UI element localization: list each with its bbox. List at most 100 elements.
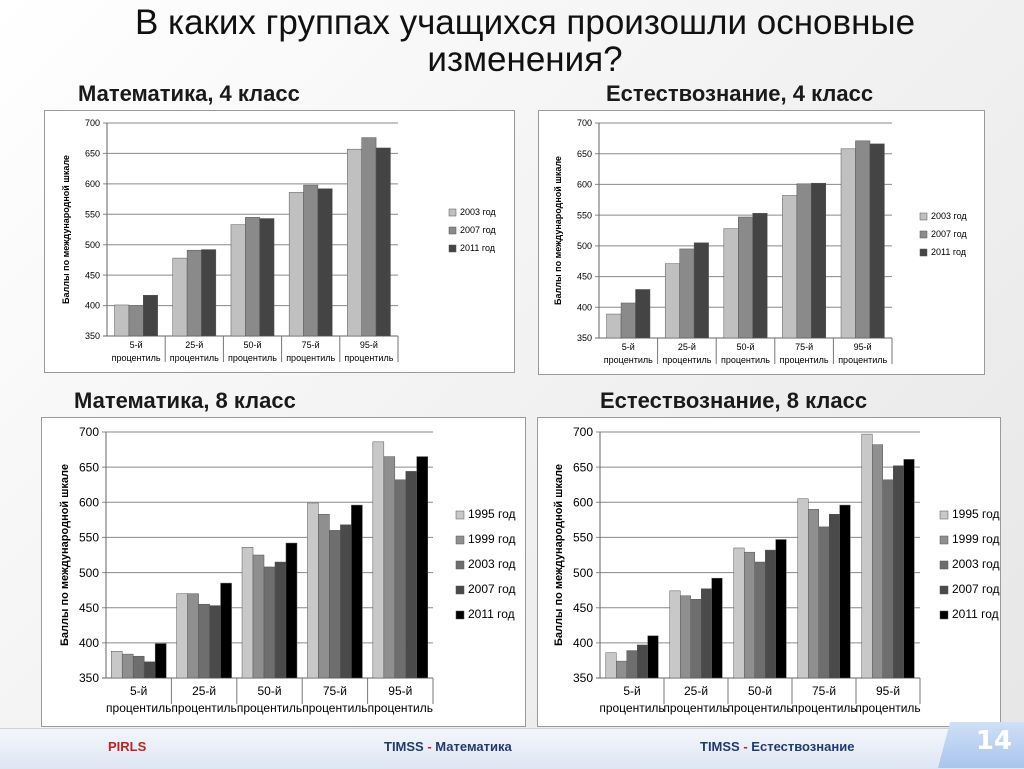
y-tick-label: 400: [577, 302, 592, 312]
legend-swatch: [455, 535, 465, 545]
legend-label: 2011 год: [468, 607, 515, 621]
bar: [754, 561, 766, 679]
page-number: 14: [975, 726, 1012, 756]
y-tick-label: 550: [85, 209, 100, 219]
y-axis-label: Баллы по международной шкале: [61, 155, 71, 304]
bar: [606, 313, 622, 339]
y-tick-label: 700: [573, 425, 593, 439]
footer-science-separator: -: [739, 739, 752, 754]
x-tick-label: процентиль: [368, 701, 433, 715]
legend-swatch: [455, 610, 465, 620]
bar: [143, 294, 158, 337]
page-title-line1: В каких группах учащихся произошли основ…: [134, 3, 916, 42]
legend-label: 2003 год: [931, 211, 967, 221]
bar: [186, 249, 202, 337]
bar: [679, 248, 695, 339]
y-tick-label: 350: [577, 333, 592, 343]
bar: [114, 304, 130, 337]
chart-svg: 350 400 450 500 550 600 650 700 Баллы по междуна…: [61, 118, 496, 363]
bar: [317, 188, 333, 337]
x-tick-label: 5-й: [623, 684, 640, 698]
y-tick-label: 600: [573, 495, 593, 509]
page-number-tab: 14: [938, 722, 1024, 768]
x-tick-label: 95-й: [360, 340, 378, 350]
bar: [307, 502, 319, 679]
y-axis-label: Баллы по международной шкале: [59, 464, 71, 646]
y-tick-label: 400: [79, 636, 99, 650]
x-tick-label: процентиль: [170, 353, 219, 363]
x-tick-label: 25-й: [684, 684, 708, 698]
legend-label: 2007 год: [468, 582, 516, 596]
y-tick-label: 400: [85, 301, 100, 311]
chart-heading-math-4: Математика, 4 класс: [78, 81, 300, 106]
x-tick-label: 75-й: [812, 684, 836, 698]
x-tick-label: 95-й: [854, 342, 872, 352]
bar: [230, 224, 246, 337]
y-tick-label: 350: [79, 671, 99, 685]
y-tick-label: 600: [577, 180, 592, 190]
footer-science-prefix: TIMSS: [700, 739, 740, 754]
bar: [690, 599, 702, 679]
bar: [664, 263, 680, 339]
bar: [416, 456, 429, 679]
bar: [252, 554, 265, 679]
y-tick-label: 700: [79, 425, 99, 439]
x-tick-label: процентиль: [286, 353, 335, 363]
x-tick-label: процентиль: [599, 701, 664, 715]
chart-math-4: 350 400 450 500 550 600 650 700 Баллы по междуна…: [44, 110, 515, 373]
x-tick-label: процентиль: [302, 701, 367, 715]
bar: [361, 137, 377, 337]
x-tick-label: 25-й: [678, 342, 696, 352]
bar: [351, 504, 363, 679]
chart-heading-science-4: Естествознание, 4 класс: [606, 81, 874, 106]
y-tick-label: 500: [577, 241, 592, 251]
y-tick-label: 600: [85, 179, 100, 189]
legend-swatch: [919, 212, 928, 221]
y-tick-label: 650: [577, 149, 592, 159]
bar: [263, 566, 276, 679]
legend-swatch: [939, 535, 949, 545]
bar: [782, 195, 798, 339]
footer-bar: PIRLS TIMSS - Математика TIMSS - Естеств…: [0, 728, 1024, 769]
x-tick-label: 5-й: [130, 340, 143, 350]
y-tick-label: 500: [573, 566, 593, 580]
x-tick-label: процентиль: [112, 353, 161, 363]
footer-pirls-link[interactable]: PIRLS: [108, 739, 147, 754]
legend-swatch: [455, 510, 465, 520]
y-tick-label: 700: [577, 118, 592, 128]
footer-timss-science-link[interactable]: TIMSS - Естествознание: [700, 739, 854, 754]
footer-math-label: Математика: [435, 739, 512, 754]
x-tick-label: процентиль: [780, 355, 829, 365]
bar: [840, 148, 856, 339]
y-tick-label: 550: [577, 210, 592, 220]
x-tick-label: 75-й: [795, 342, 813, 352]
chart-science-4: 350 400 450 500 550 600 650 700 Баллы по междуна…: [538, 110, 985, 375]
footer-timss-math-link[interactable]: TIMSS - Математика: [384, 739, 512, 754]
bar: [828, 513, 840, 679]
legend-swatch: [455, 585, 465, 595]
bar: [259, 218, 275, 337]
legend-swatch: [939, 560, 949, 570]
bar: [818, 526, 830, 679]
y-tick-label: 450: [577, 272, 592, 282]
bar: [872, 444, 884, 679]
x-tick-label: процентиль: [662, 355, 711, 365]
legend-label: 2003 год: [952, 557, 1000, 571]
bar: [176, 593, 188, 679]
bar: [626, 650, 638, 679]
y-tick-label: 500: [85, 240, 100, 250]
bar: [796, 183, 812, 339]
x-tick-label: процентиль: [838, 355, 887, 365]
bar: [775, 539, 787, 679]
bar: [647, 635, 659, 679]
page-title: В каких группах учащихся произошли основ…: [60, 4, 990, 78]
x-tick-label: процентиль: [721, 355, 770, 365]
chart-science-8: 350 400 450 500 550 600 650 700 Баллы по междуна…: [537, 417, 1001, 727]
bar: [201, 249, 217, 337]
bar: [620, 302, 636, 339]
bar: [903, 459, 915, 679]
x-tick-label: процентиль: [727, 701, 792, 715]
bar: [711, 577, 723, 679]
y-tick-label: 550: [573, 531, 593, 545]
bar: [128, 305, 144, 337]
